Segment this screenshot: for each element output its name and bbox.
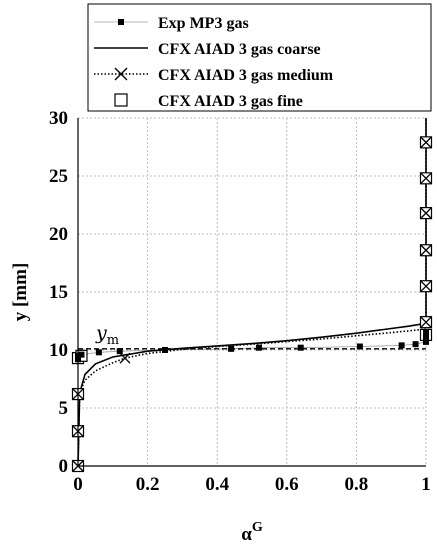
series-medium-marker <box>119 352 131 364</box>
series-medium-line <box>77 118 427 467</box>
series-medium-marker <box>420 172 432 184</box>
legend-medium-marker <box>114 67 128 81</box>
x-tick-label: 0.4 <box>205 474 229 495</box>
legend-exp-marker <box>118 19 124 25</box>
series-medium-marker <box>420 244 432 256</box>
ym-annotation-subscript: m <box>107 333 119 348</box>
ym-annotation-symbol: y <box>95 322 107 344</box>
y-tick-label: 5 <box>59 398 69 419</box>
series-medium-marker <box>420 280 432 292</box>
x-tick-label: 1 <box>421 474 431 495</box>
series-exp-marker <box>297 344 304 351</box>
series-exp-marker <box>356 343 363 350</box>
legend: Exp MP3 gas CFX AIAD 3 gas coarse CFX AIAD… <box>87 3 432 112</box>
x-tick-label: 0.8 <box>345 474 369 495</box>
series-exp-marker <box>412 341 419 348</box>
series-exp-marker <box>398 342 405 349</box>
x-tick-label: 0.6 <box>275 474 299 495</box>
series-exp-marker <box>228 345 235 352</box>
legend-label: CFX AIAD 3 gas coarse <box>158 41 321 58</box>
x-axis-label: αG <box>241 520 263 545</box>
y-tick-label: 30 <box>49 108 68 129</box>
legend-label: CFX AIAD 3 gas medium <box>158 67 334 84</box>
series-exp-marker <box>95 349 102 356</box>
y-tick-label: 15 <box>49 282 68 303</box>
series-medium-marker <box>420 207 432 219</box>
series-medium-marker <box>420 136 432 148</box>
x-tick-label: 0.2 <box>136 474 160 495</box>
series-exp-line <box>77 332 427 360</box>
x-tick-label: 0 <box>73 474 83 495</box>
y-axis-label: y [mm] <box>10 263 31 322</box>
series-exp-marker <box>255 344 262 351</box>
series-exp-marker <box>423 338 429 345</box>
ym-annotation: ym <box>95 322 119 348</box>
series-exp-marker <box>78 351 85 358</box>
series-exp-marker <box>116 348 123 355</box>
plot-area: ym <box>71 117 433 473</box>
series-exp-marker <box>162 347 168 353</box>
x-axis-label-superscript: G <box>252 520 263 535</box>
legend-label: CFX AIAD 3 gas fine <box>158 93 303 110</box>
series-medium-marker <box>420 316 432 328</box>
x-axis-label-symbol: α <box>241 524 252 545</box>
y-tick-label: 10 <box>49 340 68 361</box>
legend-label: Exp MP3 gas <box>158 15 249 32</box>
series-coarse-line <box>77 118 427 467</box>
series-exp-marker <box>423 329 429 336</box>
legend-fine-marker <box>114 93 128 107</box>
y-tick-label: 0 <box>59 456 69 477</box>
y-tick-label: 20 <box>49 224 68 245</box>
series-exp-marker <box>423 335 429 342</box>
y-tick-label: 25 <box>49 166 68 187</box>
